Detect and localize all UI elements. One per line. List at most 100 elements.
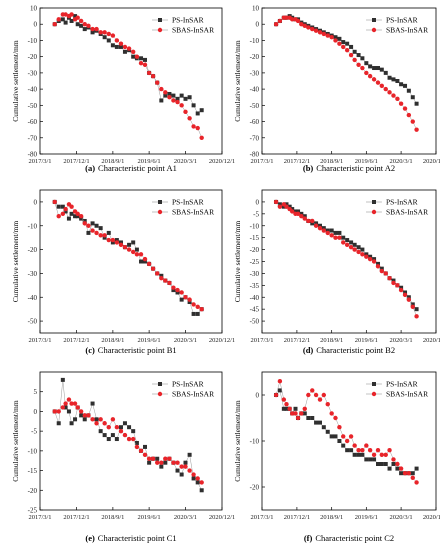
caption-text: Characteristic point C2 bbox=[315, 533, 394, 543]
data-point bbox=[364, 443, 369, 448]
data-point bbox=[375, 448, 381, 453]
data-point bbox=[90, 417, 95, 422]
data-point bbox=[290, 411, 295, 416]
y-tick-label: -30 bbox=[250, 69, 260, 77]
data-point bbox=[147, 460, 152, 465]
y-tick-label: -20 bbox=[250, 246, 260, 254]
x-tick-label: 2020/12/1 bbox=[209, 158, 235, 165]
legend-item: SBAS-InSAR bbox=[366, 208, 428, 217]
series-sbas-insar bbox=[273, 379, 419, 485]
data-point bbox=[321, 425, 326, 430]
data-point bbox=[302, 214, 307, 219]
data-point bbox=[345, 238, 350, 243]
data-point bbox=[159, 464, 164, 469]
data-point bbox=[195, 311, 200, 316]
legend-marker bbox=[372, 18, 376, 22]
x-tick-label: 2017/3/1 bbox=[28, 337, 51, 344]
data-point bbox=[295, 211, 301, 217]
data-point bbox=[391, 77, 396, 82]
data-point bbox=[175, 290, 180, 295]
data-point bbox=[159, 275, 164, 281]
data-point bbox=[118, 44, 123, 49]
data-point bbox=[341, 44, 346, 50]
data-point bbox=[398, 287, 404, 293]
data-point bbox=[78, 409, 84, 414]
data-point bbox=[321, 226, 326, 231]
data-point bbox=[167, 95, 172, 100]
data-point bbox=[337, 230, 342, 235]
x-tick-label: 2020/3/1 bbox=[390, 514, 413, 521]
data-point bbox=[114, 425, 120, 430]
caption-text: Characteristic point B2 bbox=[316, 345, 395, 355]
data-point bbox=[187, 297, 192, 302]
data-point bbox=[187, 116, 192, 121]
data-point bbox=[122, 44, 128, 50]
data-point bbox=[66, 409, 71, 414]
data-point bbox=[187, 468, 192, 473]
data-point bbox=[352, 452, 357, 457]
data-point bbox=[341, 240, 346, 245]
data-point bbox=[333, 434, 338, 439]
data-point bbox=[60, 17, 65, 22]
data-point bbox=[344, 242, 350, 248]
x-tick-label: 2020/12/1 bbox=[209, 337, 235, 344]
y-tick-label: -30 bbox=[250, 270, 260, 278]
data-point bbox=[130, 436, 136, 442]
data-point bbox=[75, 405, 80, 410]
data-point bbox=[273, 22, 279, 27]
data-point bbox=[379, 266, 384, 271]
data-point bbox=[131, 240, 136, 245]
data-point bbox=[321, 228, 327, 233]
data-point bbox=[94, 230, 99, 236]
legend-label: SBAS-InSAR bbox=[386, 208, 428, 217]
data-point bbox=[56, 421, 61, 426]
y-tick-label: -35 bbox=[250, 282, 260, 290]
series-line bbox=[275, 201, 417, 317]
data-point bbox=[337, 425, 342, 430]
data-point bbox=[175, 99, 180, 105]
y-axis-label: Cumulative settlement/mm bbox=[233, 40, 242, 122]
x-tick-label: 2019/6/1 bbox=[138, 337, 161, 344]
data-point bbox=[364, 252, 369, 257]
data-point bbox=[126, 247, 132, 252]
data-point bbox=[69, 211, 74, 216]
data-point bbox=[130, 249, 136, 255]
legend-marker bbox=[371, 209, 377, 215]
data-point bbox=[106, 31, 111, 37]
y-tick-label: -20 bbox=[28, 487, 38, 495]
data-point bbox=[368, 64, 373, 69]
data-point bbox=[383, 271, 388, 276]
series-ps-insar bbox=[274, 199, 419, 312]
data-point bbox=[131, 54, 136, 59]
caption-text: Characteristic point B1 bbox=[98, 345, 177, 355]
data-point bbox=[387, 75, 392, 80]
data-point bbox=[134, 54, 140, 59]
data-point bbox=[94, 26, 99, 32]
data-point bbox=[131, 429, 136, 434]
data-point bbox=[277, 388, 282, 393]
data-point bbox=[102, 30, 107, 35]
y-tick-label: 0 bbox=[256, 198, 260, 206]
data-point bbox=[325, 402, 330, 407]
data-point bbox=[376, 66, 380, 71]
panel-caption: (b) Characteristic point A2 bbox=[303, 163, 395, 173]
x-tick-label: 2020/3/1 bbox=[390, 158, 413, 165]
x-tick-label: 2017/12/1 bbox=[284, 514, 310, 521]
data-point bbox=[344, 47, 350, 53]
data-point bbox=[329, 228, 334, 233]
caption-label: (c) bbox=[85, 345, 95, 355]
data-point bbox=[333, 38, 338, 43]
data-point bbox=[114, 240, 120, 245]
data-point bbox=[69, 401, 74, 406]
data-point bbox=[90, 401, 95, 406]
data-point bbox=[52, 199, 57, 205]
data-point bbox=[299, 214, 304, 219]
data-point bbox=[155, 456, 160, 461]
data-point bbox=[122, 421, 127, 426]
data-point bbox=[372, 457, 377, 462]
data-point bbox=[56, 409, 61, 414]
caption-label: (a) bbox=[85, 163, 95, 173]
data-point bbox=[352, 247, 357, 252]
data-point bbox=[195, 476, 200, 481]
data-point bbox=[341, 443, 346, 448]
